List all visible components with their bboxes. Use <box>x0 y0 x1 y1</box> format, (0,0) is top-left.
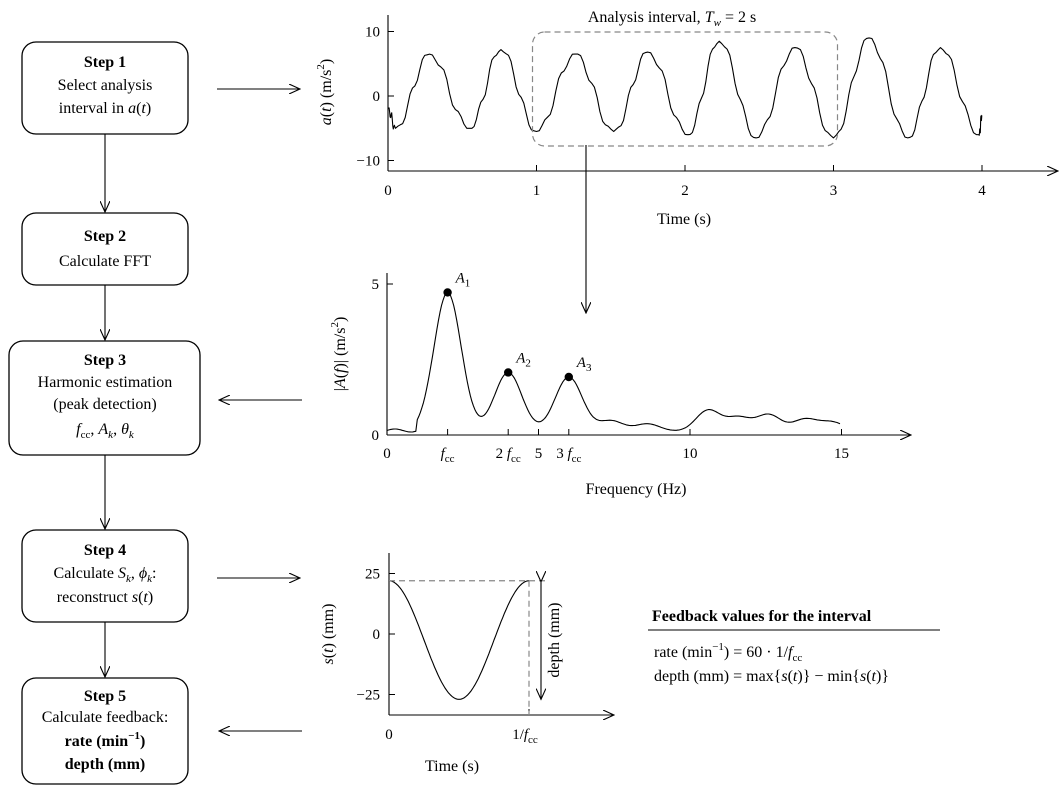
step-2-box: Step 2 Calculate FFT <box>21 212 189 286</box>
accel-x-tick-label: 0 <box>384 183 392 199</box>
disp-y-tick-label: 0 <box>373 627 381 643</box>
step-1-box: Step 1 Select analysis interval in a(t) <box>21 41 189 135</box>
spectrum-y-label: |A(f)| (m/s2) <box>329 317 349 392</box>
step-3-line-3: fcc, Ak, θk <box>76 421 135 441</box>
step-2-title: Step 2 <box>84 228 126 245</box>
spectrum-harmonic-tick-label: fcc <box>441 446 455 465</box>
step-3-title: Step 3 <box>84 352 126 369</box>
step-2-line-1: Calculate FFT <box>59 253 151 270</box>
depth-label: depth (mm) <box>546 603 563 678</box>
step-1-title: Step 1 <box>84 54 126 71</box>
disp-y-tick-label: 25 <box>365 567 380 583</box>
disp-x-tick-label: 1/fcc <box>512 727 538 746</box>
step-5-line-3: depth (mm) <box>65 756 145 773</box>
harmonic-peak-marker <box>443 288 452 297</box>
step-5-box: Step 5 Calculate feedback: rate (min−1) … <box>21 677 189 785</box>
disp-x-tick-label: 0 <box>385 727 393 743</box>
step-4-title: Step 4 <box>84 542 126 559</box>
step-3-line-2: (peak detection) <box>53 396 157 413</box>
analysis-interval-label: Analysis interval, Tw = 2 s <box>588 9 756 29</box>
disp-y-tick-label: −25 <box>357 688 380 704</box>
step-5-line-2: rate (min−1) <box>65 730 146 750</box>
step-5-line-1: Calculate feedback: <box>42 709 169 726</box>
step-3-box: Step 3 Harmonic estimation (peak detecti… <box>8 340 201 456</box>
displacement-line <box>388 580 530 700</box>
accel-x-label: Time (s) <box>657 211 711 228</box>
feedback-heading: Feedback values for the interval <box>652 608 872 625</box>
accel-y-tick-label: 10 <box>365 25 380 41</box>
spectrum-y-tick-label: 5 <box>372 277 380 293</box>
spectrum-x-tick-label: 5 <box>535 446 543 462</box>
harmonic-peak-label: A1 <box>455 270 471 289</box>
harmonic-peak-label: A3 <box>576 355 592 374</box>
harmonic-peak-marker <box>564 372 573 382</box>
accel-signal-line <box>387 37 983 139</box>
flow-arrows <box>105 89 586 731</box>
spectrum-line <box>386 291 841 433</box>
spectrum-chart: 0 5 10 15 0 5 fcc 2 fcc 3 fcc A1 A2 A3 Frequency (… <box>329 270 911 498</box>
accel-x-tick-label: 2 <box>681 183 689 199</box>
step-4-line-1: Calculate Sk, ϕk: <box>54 565 157 585</box>
accel-x-tick-label: 1 <box>533 183 541 199</box>
feedback-rate-formula: rate (min−1) = 60 · 1/fcc <box>654 641 802 664</box>
analysis-interval-box <box>531 31 839 147</box>
harmonic-peak-marker <box>504 368 513 377</box>
spectrum-x-label: Frequency (Hz) <box>586 481 687 498</box>
spectrum-x-tick-label: 10 <box>683 446 698 462</box>
feedback-depth-formula: depth (mm) = max{s(t)} − min{s(t)} <box>654 668 889 685</box>
spectrum-harmonic-tick-label: 2 fcc <box>496 446 521 465</box>
spectrum-x-tick-label: 15 <box>834 446 849 462</box>
spectrum-harmonic-tick-label: 3 fcc <box>556 446 581 465</box>
disp-y-label: s(t) (mm) <box>320 604 337 665</box>
displacement-chart: −25 0 25 0 1/fcc depth (mm) Time (s) s(t) (m… <box>320 553 614 775</box>
accel-x-tick-label: 3 <box>830 183 838 199</box>
accel-y-tick-label: −10 <box>357 154 380 170</box>
feedback-panel: Feedback values for the interval rate (m… <box>648 608 940 685</box>
step-1-line-2: interval in a(t) <box>59 100 151 117</box>
step-1-line-1: Select analysis <box>58 77 153 94</box>
spectrum-y-tick-label: 0 <box>372 428 380 444</box>
accel-x-tick-label: 4 <box>978 183 986 199</box>
step-5-title: Step 5 <box>84 688 126 705</box>
spectrum-x-tick-label: 0 <box>383 446 391 462</box>
step-4-line-2: reconstruct s(t) <box>57 589 153 606</box>
disp-x-label: Time (s) <box>425 758 479 775</box>
harmonic-peak-label: A2 <box>515 350 531 369</box>
step-4-box: Step 4 Calculate Sk, ϕk: reconstruct s(t… <box>21 529 189 623</box>
accel-y-label: a(t) (m/s2) <box>315 59 335 125</box>
accel-y-tick-label: 0 <box>373 89 381 105</box>
step-3-line-1: Harmonic estimation <box>38 374 173 391</box>
